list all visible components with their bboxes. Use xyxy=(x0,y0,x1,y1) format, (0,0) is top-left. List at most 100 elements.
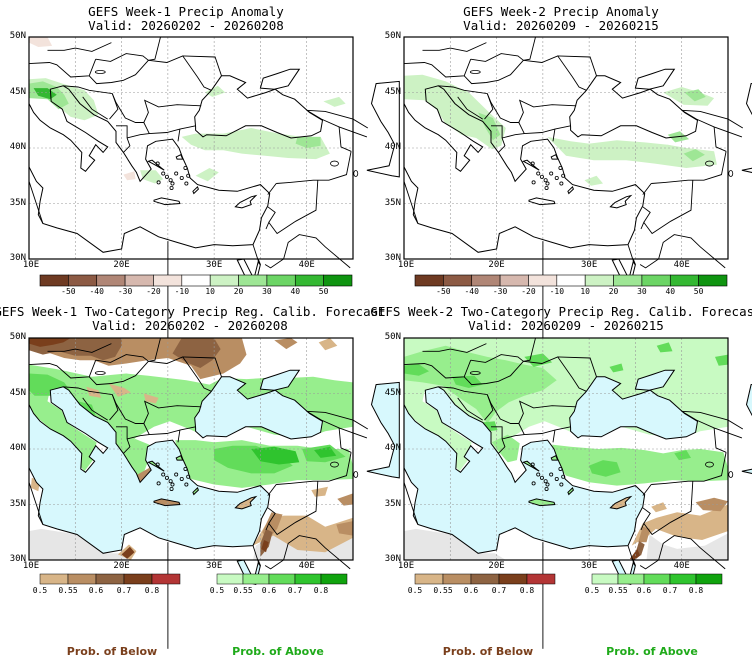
country-border xyxy=(438,386,525,435)
anomaly-shade-8 xyxy=(195,168,219,182)
coastline xyxy=(175,154,184,160)
panel-3-title: GEFS Week-1 Two-Category Precip Reg. Cal… xyxy=(0,304,386,319)
colorbar-tick-label: 30 xyxy=(637,287,647,296)
aegean-island xyxy=(174,472,179,477)
colorbar-swatch xyxy=(323,274,353,287)
lat-label: 50N xyxy=(384,332,401,342)
colorbar-tick-label: 0.7 xyxy=(491,586,507,595)
country-border xyxy=(501,125,571,139)
country-border xyxy=(627,244,635,265)
aegean-island xyxy=(561,173,566,178)
country-border xyxy=(267,507,276,524)
lat-label: 45N xyxy=(384,86,401,97)
lat-label: 35N xyxy=(9,197,26,208)
colorbar-tick-label: 0.55 xyxy=(433,586,453,595)
colorbar-swatch xyxy=(68,274,98,287)
colorbar-swatch xyxy=(39,274,69,287)
country-border xyxy=(63,85,150,134)
coastline xyxy=(192,487,199,496)
panel-4-map xyxy=(403,337,752,649)
aegean-island xyxy=(544,486,549,491)
country-border xyxy=(276,151,352,184)
colorbar-swatch xyxy=(499,274,529,287)
coastline xyxy=(634,68,676,90)
lat-label: 40N xyxy=(9,443,26,453)
map-frame xyxy=(403,337,729,561)
cyprus-island xyxy=(235,496,256,509)
colorbar-swatch xyxy=(613,274,643,287)
country-border xyxy=(148,337,161,362)
colorbar-swatch xyxy=(151,573,181,585)
coastline xyxy=(259,68,301,90)
panel-2-valid: Valid: 20260209 - 20260215 xyxy=(463,18,659,33)
country-border xyxy=(422,42,487,52)
prob-shade-12 xyxy=(29,338,71,347)
sea-area xyxy=(29,386,270,554)
coastline xyxy=(28,386,271,554)
coastline xyxy=(609,495,633,510)
anomaly-colorbar-1 xyxy=(39,274,353,287)
colorbar-swatch xyxy=(209,274,239,287)
colorbar-tick-label: 40 xyxy=(290,287,301,296)
prob-shade-7 xyxy=(609,363,624,373)
lake-van xyxy=(330,461,339,468)
colorbar-tick-label: 50 xyxy=(318,287,329,296)
colorbar-tick-label: 30 xyxy=(262,287,272,296)
rhodes-island xyxy=(567,487,574,495)
country-border xyxy=(109,394,119,421)
lon-label: 10E xyxy=(397,561,415,571)
prob-shade-14 xyxy=(646,533,728,560)
lon-label: 10E xyxy=(22,561,40,571)
country-border xyxy=(523,356,587,392)
prob-shade-13 xyxy=(172,338,221,368)
country-border xyxy=(267,183,277,195)
country-border xyxy=(63,386,150,435)
prob-shade-9 xyxy=(482,421,498,432)
country-border xyxy=(264,234,351,269)
country-border xyxy=(143,99,202,123)
lake-urmia xyxy=(353,170,359,177)
country-border xyxy=(403,482,419,525)
country-border xyxy=(306,109,369,129)
country-border xyxy=(713,126,727,152)
colorbar-swatch xyxy=(294,274,324,287)
country-border xyxy=(557,356,597,377)
aegean-island xyxy=(558,466,563,471)
aegean-island xyxy=(155,462,160,467)
country-border xyxy=(470,354,524,363)
aegean-island xyxy=(549,171,554,176)
prob-shade-7 xyxy=(314,446,337,458)
prob-shade-2 xyxy=(404,363,429,376)
colorbar-tick-label: -30 xyxy=(492,287,508,296)
country-border xyxy=(523,337,536,362)
anomaly-shade-4 xyxy=(663,87,715,106)
colorbar-swatch xyxy=(96,274,126,287)
colorbar-swatch xyxy=(556,274,586,287)
colorbar-swatch xyxy=(695,573,723,585)
coastline xyxy=(522,159,540,171)
prob-shade-11 xyxy=(589,460,621,477)
panel-1-title: GEFS Week-1 Precip Anomaly xyxy=(88,4,284,19)
coastline xyxy=(528,498,556,507)
colorbar-tick-label: -50 xyxy=(436,287,451,296)
lon-label: 40E xyxy=(673,260,690,270)
aegean-island xyxy=(545,482,550,487)
country-border xyxy=(713,427,727,453)
lake-van xyxy=(705,160,714,167)
prob-shade-26 xyxy=(253,533,353,560)
country-border xyxy=(470,53,524,62)
lon-label: 30E xyxy=(206,260,223,270)
country-border xyxy=(265,180,319,235)
country-border xyxy=(438,85,525,134)
country-border xyxy=(518,400,577,424)
prob-shade-30 xyxy=(261,540,269,553)
coastline xyxy=(192,186,199,195)
prob-shade-8 xyxy=(491,434,520,463)
colorbar-swatch xyxy=(294,573,322,585)
prob-shade-15 xyxy=(318,338,338,351)
aegean-island xyxy=(554,476,559,481)
prob-shade-6 xyxy=(715,354,728,366)
colorbar-swatch xyxy=(470,573,500,585)
country-border xyxy=(82,397,108,421)
coastline xyxy=(153,197,181,206)
